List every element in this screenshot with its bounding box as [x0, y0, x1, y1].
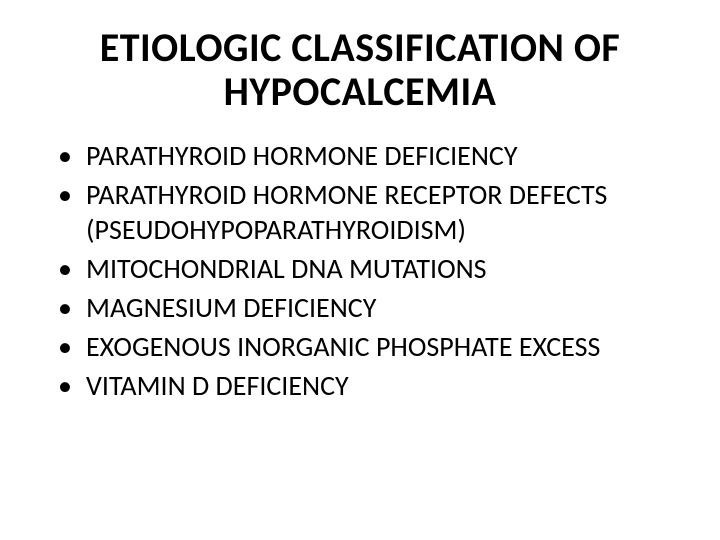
- list-item: PARATHYROID HORMONE RECEPTOR DEFECTS (PS…: [58, 177, 678, 247]
- slide: ETIOLOGIC CLASSIFICATION OF HYPOCALCEMIA…: [0, 0, 720, 540]
- bullet-list: PARATHYROID HORMONE DEFICIENCY PARATHYRO…: [58, 138, 678, 403]
- title-line-1: ETIOLOGIC CLASSIFICATION OF: [100, 23, 621, 72]
- slide-title: ETIOLOGIC CLASSIFICATION OF HYPOCALCEMIA: [42, 26, 678, 114]
- list-item: MITOCHONDRIAL DNA MUTATIONS: [58, 251, 678, 286]
- title-line-2: HYPOCALCEMIA: [224, 67, 497, 116]
- list-item: EXOGENOUS INORGANIC PHOSPHATE EXCESS: [58, 329, 678, 364]
- list-item: MAGNESIUM DEFICIENCY: [58, 290, 678, 325]
- list-item: VITAMIN D DEFICIENCY: [58, 368, 678, 403]
- list-item: PARATHYROID HORMONE DEFICIENCY: [58, 138, 678, 173]
